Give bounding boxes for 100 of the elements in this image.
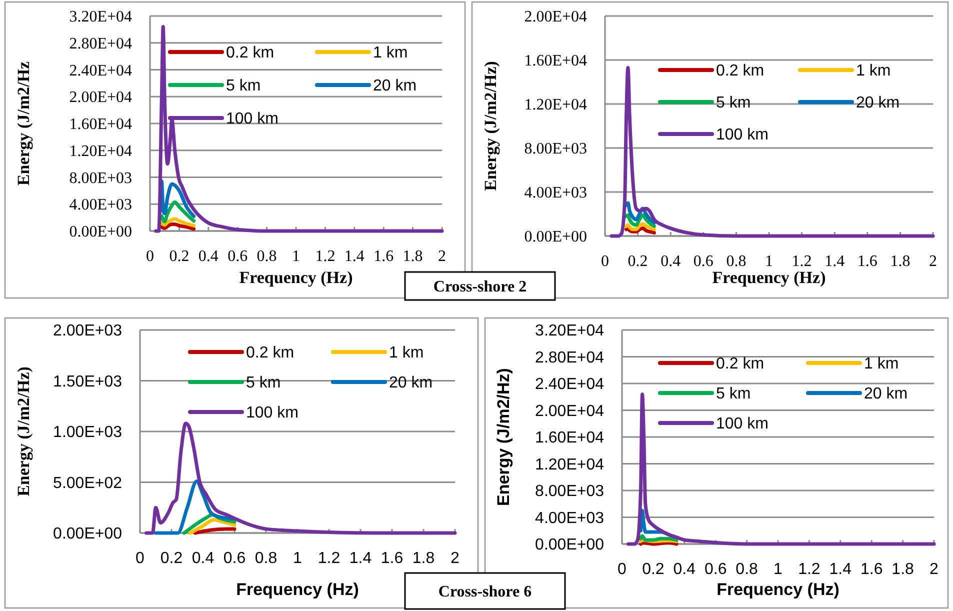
x-tick-label: 0 [136, 550, 145, 567]
y-tick-label: 1.60E+04 [69, 116, 132, 134]
y-axis-title: Energy (J/m2/Hz) [481, 61, 500, 191]
x-tick-label: 0.2 [169, 248, 190, 265]
legend-label: 5 km [716, 386, 751, 403]
x-tick-label: 0.6 [693, 253, 714, 270]
y-tick-label: 4.00E+03 [535, 510, 604, 527]
y-tick-label: 5.00E+02 [53, 474, 122, 492]
x-tick-label: 0.8 [256, 248, 277, 265]
legend-label: 0.2 km [716, 62, 764, 80]
y-tick-label: 1.20E+04 [524, 96, 587, 114]
y-tick-label: 4.00E+03 [524, 184, 587, 202]
y-tick-label: 2.00E+04 [69, 89, 132, 106]
x-tick-label: 2 [930, 561, 939, 578]
x-tick-label: 1.4 [344, 248, 364, 265]
line-series [160, 200, 196, 224]
x-tick-label: 1.8 [892, 561, 914, 578]
legend-label: 0.2 km [226, 44, 274, 62]
y-axis-title: Energy (J/m2/Hz) [14, 366, 33, 496]
y-tick-label: 1.20E+04 [535, 456, 604, 474]
y-tick-label: 2.80E+04 [69, 35, 132, 52]
x-tick-label: 1.2 [318, 550, 340, 567]
legend-label: 1 km [864, 356, 899, 373]
y-tick-label: 1.60E+04 [535, 430, 604, 447]
y-axis-title: Energy (J/m2/Hz [14, 60, 33, 186]
legend-label: 20 km [864, 386, 908, 403]
x-axis-title: Frequency (Hz) [712, 268, 826, 287]
x-tick-label: 0.8 [736, 561, 758, 578]
x-tick-label: 1 [774, 561, 783, 578]
x-tick-label: 1.6 [860, 561, 883, 578]
y-tick-label: 0.00E+00 [535, 536, 604, 554]
y-tick-label: 3.20E+04 [69, 8, 132, 26]
x-tick-label: 0.8 [254, 550, 278, 567]
line-series [154, 479, 236, 535]
y-tick-label: 8.00E+03 [535, 483, 604, 500]
x-tick-label: 2 [438, 248, 446, 265]
y-tick-label: 1.50E+03 [53, 373, 122, 390]
y-tick-label: 2.40E+04 [535, 376, 604, 394]
legend-label: 1 km [389, 344, 424, 362]
legend-label: 100 km [716, 416, 768, 433]
y-tick-label: 2.00E+04 [524, 8, 587, 26]
x-axis-title: Frequency (Hz) [236, 580, 359, 599]
x-tick-label: 1 [765, 253, 773, 270]
y-tick-label: 1.60E+04 [524, 52, 587, 70]
legend-label: 5 km [246, 374, 281, 392]
x-tick-label: 0.2 [642, 561, 664, 578]
legend-label: 0.2 km [716, 356, 764, 373]
y-tick-label: 4.00E+03 [69, 196, 132, 214]
line-series [144, 422, 457, 535]
x-tick-label: 1 [292, 248, 300, 265]
x-tick-label: 1.2 [792, 253, 812, 270]
y-tick-label: 0.00E+00 [53, 526, 122, 543]
x-axis-title: Frequency (Hz) [716, 580, 840, 599]
x-tick-label: 0.4 [673, 561, 696, 578]
x-tick-label: 1.6 [374, 248, 394, 265]
legend-label: 20 km [389, 374, 433, 392]
legend-label: 100 km [716, 126, 768, 144]
x-tick-label: 1.6 [380, 550, 404, 567]
x-tick-label: 1.8 [402, 248, 423, 265]
legend-label: 5 km [716, 94, 751, 112]
y-axis-title: Energy (J/m2/Hz) [494, 368, 513, 506]
x-tick-label: 1.8 [890, 253, 910, 270]
x-tick-label: 1.8 [412, 550, 435, 567]
x-tick-label: 1 [293, 550, 302, 567]
y-tick-label: 2.80E+04 [535, 349, 604, 366]
x-tick-label: 1.4 [824, 253, 845, 270]
legend-label: 100 km [246, 404, 298, 422]
x-tick-label: 0.4 [192, 550, 214, 567]
x-tick-label: 0.2 [160, 550, 183, 567]
x-tick-label: 0.6 [704, 561, 727, 578]
legend-label: 1 km [373, 44, 408, 62]
y-tick-label: 2.00E+03 [53, 322, 122, 340]
x-tick-label: 0 [146, 248, 154, 265]
legend-label: 20 km [373, 78, 417, 95]
line-series [624, 213, 656, 228]
x-tick-label: 1.4 [349, 550, 372, 567]
x-tick-label: 1.2 [315, 248, 336, 265]
legend-label: 20 km [856, 94, 900, 112]
text: Cross-shore 2 [433, 278, 527, 296]
y-tick-label: 0.00E+00 [69, 224, 132, 241]
x-tick-label: 2 [450, 550, 460, 567]
text: Cross-shore 6 [438, 584, 532, 601]
x-tick-label: 0.4 [198, 248, 218, 265]
x-tick-label: 1.2 [798, 561, 820, 578]
line-series [188, 518, 236, 535]
x-tick-label: 0 [601, 253, 609, 270]
line-series [154, 25, 444, 233]
x-tick-label: 1.4 [829, 561, 852, 578]
x-tick-label: 0 [618, 561, 627, 578]
x-tick-label: 0.6 [223, 550, 246, 567]
y-tick-label: 8.00E+03 [69, 170, 132, 187]
y-tick-label: 1.00E+03 [53, 424, 122, 442]
y-tick-label: 8.00E+03 [524, 140, 587, 158]
y-tick-label: 3.20E+04 [535, 322, 604, 340]
x-tick-label: 0.2 [628, 253, 648, 270]
y-tick-label: 1.20E+04 [69, 142, 132, 160]
x-tick-label: 0.6 [228, 248, 248, 265]
x-tick-label: 0.8 [726, 253, 746, 270]
legend-label: 5 km [226, 78, 261, 95]
y-tick-label: 2.40E+04 [69, 62, 132, 80]
